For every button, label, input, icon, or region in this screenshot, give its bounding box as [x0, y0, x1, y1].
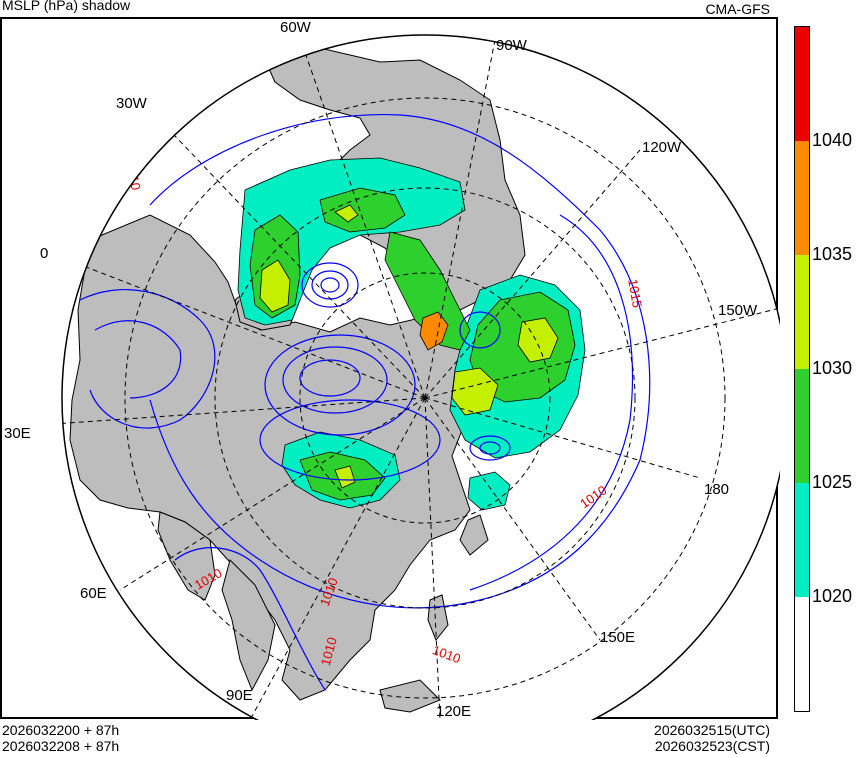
colorbar-swatch-below-1020 [795, 597, 809, 711]
lon-label: 90E [226, 687, 253, 704]
lon-label: 60W [280, 19, 312, 36]
colorbar-tick: 1040 [812, 130, 853, 150]
high-arctic-1025 [384, 231, 471, 351]
lat-circle-45n [214, 187, 636, 609]
shade-1025 [249, 187, 576, 501]
valid-time-cst: 2026032523(CST) [654, 738, 770, 754]
isobar-arctic-low-1 [264, 334, 416, 436]
meridian-120w [424, 149, 641, 399]
colorbar [794, 26, 810, 712]
meridian-90e [249, 397, 426, 720]
isobar-pacific-low-2 [479, 441, 501, 455]
lon-label: 150E [600, 629, 635, 646]
high-pacific-1030 [517, 317, 559, 363]
colorbar-swatch-1025-1030 [795, 369, 809, 483]
meridian-30w [154, 114, 426, 399]
isobar-asia-1010 [174, 547, 326, 691]
isobar-label: 1010 [318, 636, 340, 668]
shade-1030 [259, 204, 559, 489]
valid-time-utc: 2026032515(UTC) [654, 722, 770, 738]
meridian-0 [67, 259, 426, 399]
meridian-60e [119, 397, 426, 591]
model-label: CMA-GFS [705, 1, 770, 17]
high-atlantic-1030 [259, 259, 291, 313]
isobar-europe-2 [94, 320, 182, 399]
isobar-label: 1015 [625, 278, 645, 309]
high-bering-1030 [451, 367, 499, 416]
isobar-siberia-1 [259, 399, 441, 481]
high-atlantic-north-1030 [334, 204, 359, 223]
colorbar-tick: 1025 [812, 472, 853, 492]
meridian-150w [424, 307, 780, 399]
lon-label: 0 [40, 245, 48, 262]
high-core-1035 [419, 311, 449, 351]
lat-circle-30n [124, 97, 726, 699]
shade-1035 [419, 311, 449, 351]
colorbar-tick: 1035 [812, 244, 853, 264]
graticule [62, 37, 780, 720]
isobar-arctic-low-2 [282, 346, 388, 414]
lon-label: 150W [718, 302, 758, 319]
isobar-outer [149, 113, 651, 609]
lon-label: 120W [642, 139, 682, 156]
maritime-islands [379, 679, 441, 713]
chart-title: MSLP (hPa) shadow [2, 0, 131, 13]
lon-label: 30E [4, 425, 31, 442]
lat-circle-60n [299, 272, 551, 524]
isobar-arctic-low-3 [299, 359, 361, 397]
colorbar-swatch-above-1040 [795, 27, 809, 141]
meridian-150e [424, 397, 601, 641]
lon-label: 90W [496, 37, 528, 54]
isobar-atlantic-low-3 [320, 277, 340, 293]
isobar-pacific-low-1 [469, 435, 511, 461]
isobar-group [79, 113, 651, 691]
arabia-landmass [157, 511, 216, 601]
india-landmass [221, 559, 276, 692]
meridian-60w [299, 37, 426, 399]
isobar-atlantic-low-1 [301, 262, 359, 308]
meridian-180 [424, 397, 701, 479]
lon-label: 120E [436, 703, 471, 720]
high-atlantic-north-1025 [319, 187, 406, 233]
map-boundary-circle [61, 34, 780, 720]
colorbar-swatch-1035-1040 [795, 141, 809, 255]
lon-label: 60E [80, 585, 107, 602]
lon-label: 30W [116, 95, 148, 112]
init-time-cst: 2026032208 + 87h [2, 738, 120, 754]
meridian-90w [424, 39, 496, 399]
lon-label: 180 [704, 481, 729, 498]
colorbar-swatch-1030-1035 [795, 255, 809, 369]
meridian-30e [62, 397, 426, 426]
init-time-utc: 2026032200 + 87h [2, 722, 120, 738]
isobar-europe [79, 289, 216, 429]
colorbar-swatch-1020-1025 [795, 483, 809, 597]
high-siberia-1030 [334, 465, 356, 489]
isobar-aleutian-1 [459, 311, 501, 349]
eurasia-landmass [69, 214, 471, 701]
japan-islands [459, 514, 489, 556]
map-panel: 1010 1015 1010 1010 1010 1010 1010 60W 9… [0, 17, 780, 720]
colorbar-tick: 1020 [812, 586, 853, 606]
colorbar-tick: 1030 [812, 358, 853, 378]
isobar-pacific-1010 [469, 214, 633, 591]
map-disk: 1010 1015 1010 1010 1010 1010 1010 [62, 35, 780, 720]
